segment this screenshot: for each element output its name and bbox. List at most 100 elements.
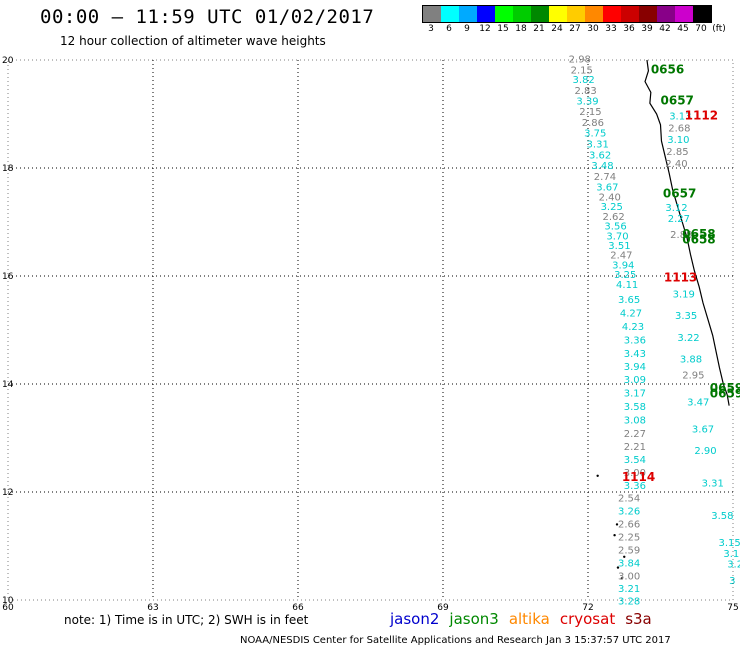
island-marker [615,523,619,526]
wave-height-value: 2.27 [668,214,690,225]
wave-height-value: 3.88 [680,354,702,365]
wave-height-value: 3.70 [606,231,628,242]
legend-swatch [567,6,585,22]
pass-time-label: 1114 [622,470,655,484]
x-tick-label: 60 [2,603,14,613]
wave-height-value: 3.10 [667,135,689,146]
satellite-label-altika: altika [508,610,550,628]
island-marker [616,566,620,569]
legend-swatch [603,6,621,22]
wave-height-value: 3.75 [584,129,606,140]
wave-height-value: 3.12 [665,203,687,214]
wave-height-value: 2.15 [579,107,601,118]
wave-height-value: 3.36 [624,481,646,492]
legend-label: 30 [587,24,599,34]
wave-height-value: 3.84 [618,559,640,570]
wave-height-value: 3.19 [673,290,695,301]
footer-note: note: 1) Time is in UTC; 2) SWH is in fe… [64,613,309,627]
pass-time-label: 0659 [710,387,740,401]
wave-height-value: 2.21 [624,442,646,453]
island-marker [620,577,624,580]
wave-height-value: 3.58 [624,402,646,413]
wave-height-value: 3.08 [624,415,646,426]
wave-height-value: 2.90 [694,446,716,457]
pass-time-label: 0657 [661,93,694,107]
legend-label: 12 [479,24,491,34]
wave-height-value: 3.54 [624,455,646,466]
legend-label: 24 [551,24,563,34]
legend-label: 36 [623,24,635,34]
legend-label: 3 [428,24,434,34]
wave-height-value: 3.25 [614,270,636,281]
pass-time-label: 0657 [663,187,696,201]
pass-time-label: 0658 [682,227,715,241]
wave-height-value: 3.1 [723,549,739,560]
pass-time-label: 0659 [710,381,740,395]
wave-height-value: 3.22 [677,333,699,344]
wave-height-value: 4.27 [620,309,642,320]
x-tick-label: 72 [582,603,593,613]
legend-label: 18 [515,24,527,34]
legend-label: 15 [497,24,509,34]
satellite-label-s3a: s3a [625,610,652,628]
wave-height-value: 3.17 [624,388,646,399]
legend-label: 42 [659,24,671,34]
page-title: 00:00 – 11:59 UTC 01/02/2017 [40,6,375,28]
wave-height-value: 3.58 [711,511,733,522]
wave-height-value: 2.15 [571,66,593,77]
legend-swatch [549,6,567,22]
pass-time-label: 1113 [664,270,697,284]
wave-height-value: 3.51 [608,241,630,252]
wave-height-value: 3.13 [669,111,691,122]
legend-swatch [459,6,477,22]
legend-swatch [675,6,693,22]
wave-height-value: 3 [729,576,735,587]
wave-height-value: 2.88 [670,230,692,241]
wave-height-value: 2.83 [574,86,596,97]
wave-height-value: 3.47 [687,398,709,409]
legend-swatch [585,6,603,22]
wave-height-value: 2.68 [668,123,690,134]
legend-label: 45 [677,24,689,34]
wave-height-value: 2.66 [618,520,640,531]
wave-height-value: 3.26 [618,507,640,518]
pass-time-label: 0658 [682,233,715,247]
legend-label: 27 [569,24,581,34]
x-tick-label: 66 [292,603,304,613]
legend-swatch [423,6,441,22]
wave-height-value: 3.56 [604,222,626,233]
wave-height-value: 3.21 [618,584,640,595]
island-marker [613,534,616,537]
wave-height-value: 2.54 [618,494,640,505]
wave-height-value: 3.31 [587,139,609,150]
legend-swatch [657,6,675,22]
wave-height-value: 3.00 [618,571,640,582]
wave-height-value: 3.82 [573,75,595,86]
island-marker [596,474,599,477]
legend-label: 21 [533,24,545,34]
color-scale-legend [422,5,712,23]
wave-height-value: 3.25 [601,202,623,213]
legend-label: 70 [695,24,707,34]
wave-height-value: 3.35 [675,311,697,322]
legend-label: (ft) [712,24,726,34]
pass-time-label: 0656 [651,63,684,77]
coastline [644,59,730,406]
legend-swatch [621,6,639,22]
wave-height-value: 4.23 [622,322,644,333]
x-tick-label: 75 [727,603,738,613]
wave-height-value: 2.40 [665,159,687,170]
wave-height-value: 4.11 [616,280,638,291]
wave-height-value: 3.94 [624,362,646,373]
legend-swatch [639,6,657,22]
wave-height-value: 3.31 [702,479,724,490]
x-tick-label: 63 [147,603,158,613]
y-tick-label: 12 [2,488,13,498]
wave-height-value: 2.27 [624,429,646,440]
wave-height-value: 2.25 [618,533,640,544]
page-subtitle: 12 hour collection of altimeter wave hei… [60,34,326,48]
legend-swatch [531,6,549,22]
wave-height-value: 2.47 [610,251,632,262]
